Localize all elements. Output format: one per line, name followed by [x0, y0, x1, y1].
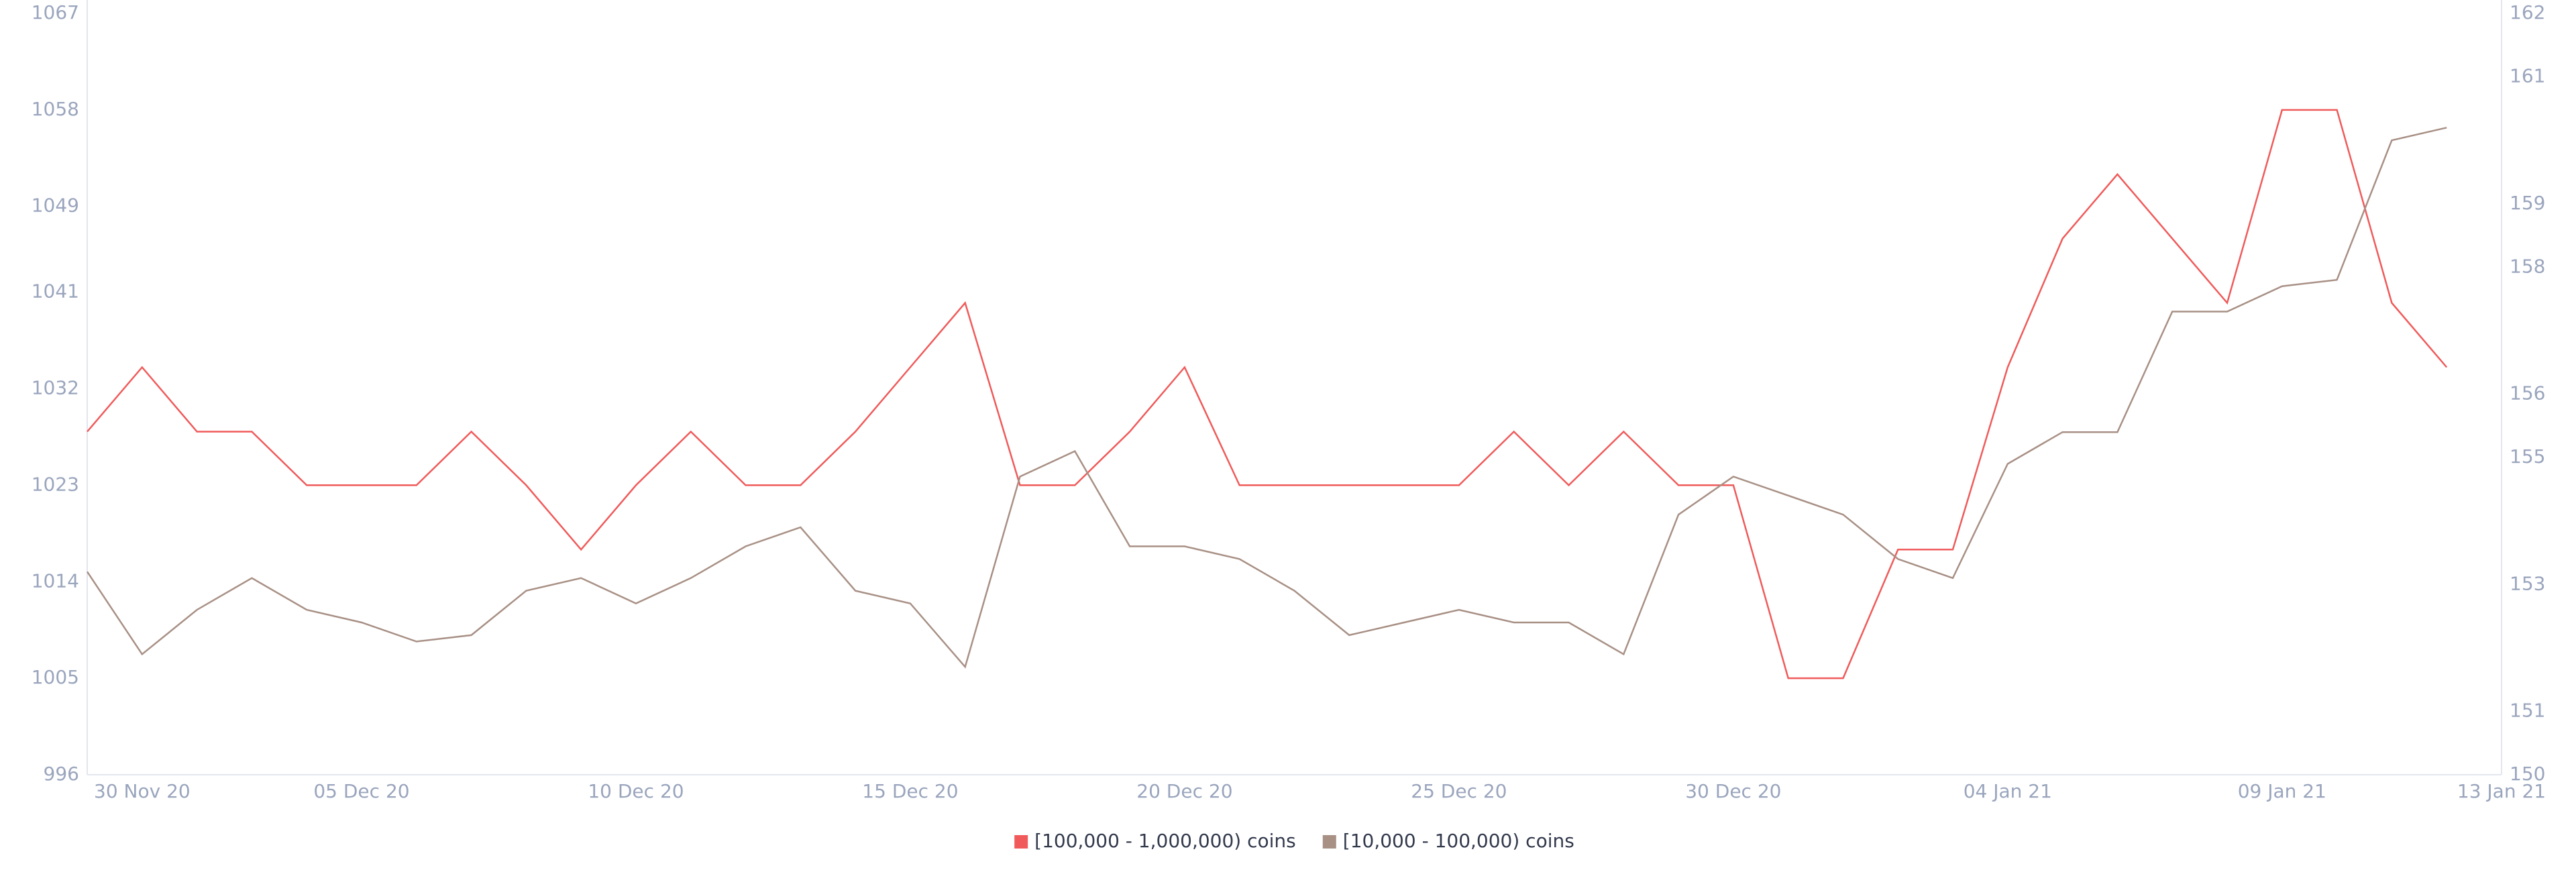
legend-swatch — [1014, 835, 1028, 849]
y2-tick-label: 159 — [2510, 192, 2545, 214]
y-tick-label: 1058 — [32, 98, 79, 120]
y-tick-label: 1067 — [32, 1, 79, 23]
x-tick-label: 30 Dec 20 — [1685, 780, 1781, 802]
x-tick-label: 13 Jan 21 — [2457, 780, 2546, 802]
y-tick-label: 1014 — [32, 569, 79, 592]
y-tick-label: 1023 — [32, 473, 79, 495]
y2-tick-label: 162 — [2510, 1, 2545, 23]
line-series — [86, 127, 2447, 669]
y2-tick-label: 156 — [2510, 382, 2545, 404]
x-tick-label: 15 Dec 20 — [862, 780, 958, 802]
y2-tick-label: 158 — [2510, 255, 2545, 277]
y2-tick-label: 150 — [2510, 763, 2545, 785]
x-tick-label: 05 Dec 20 — [313, 780, 409, 802]
line-series — [87, 109, 2448, 679]
y-tick-label: 996 — [44, 763, 79, 785]
x-tick-label: 25 Dec 20 — [1411, 780, 1507, 802]
x-tick-label: 10 Dec 20 — [588, 780, 684, 802]
x-tick-label: 20 Dec 20 — [1136, 780, 1232, 802]
y2-tick-label: 151 — [2510, 699, 2545, 721]
y-tick-label: 1049 — [32, 195, 79, 217]
y2-tick-label: 153 — [2510, 572, 2545, 594]
legend-label: [100,000 - 1,000,000) coins — [1034, 830, 1296, 852]
y2-tick-label: 161 — [2510, 65, 2545, 87]
x-tick-label: 30 Nov 20 — [94, 780, 191, 802]
y-tick-label: 1032 — [32, 377, 79, 399]
legend-swatch — [1322, 835, 1336, 849]
y-tick-label: 1041 — [32, 280, 79, 303]
x-tick-label: 09 Jan 21 — [2238, 780, 2326, 802]
y-tick-label: 1005 — [32, 666, 79, 688]
x-tick-label: 04 Jan 21 — [1964, 780, 2052, 802]
legend-label: [10,000 - 100,000) coins — [1343, 830, 1574, 852]
y2-tick-label: 155 — [2510, 445, 2545, 468]
